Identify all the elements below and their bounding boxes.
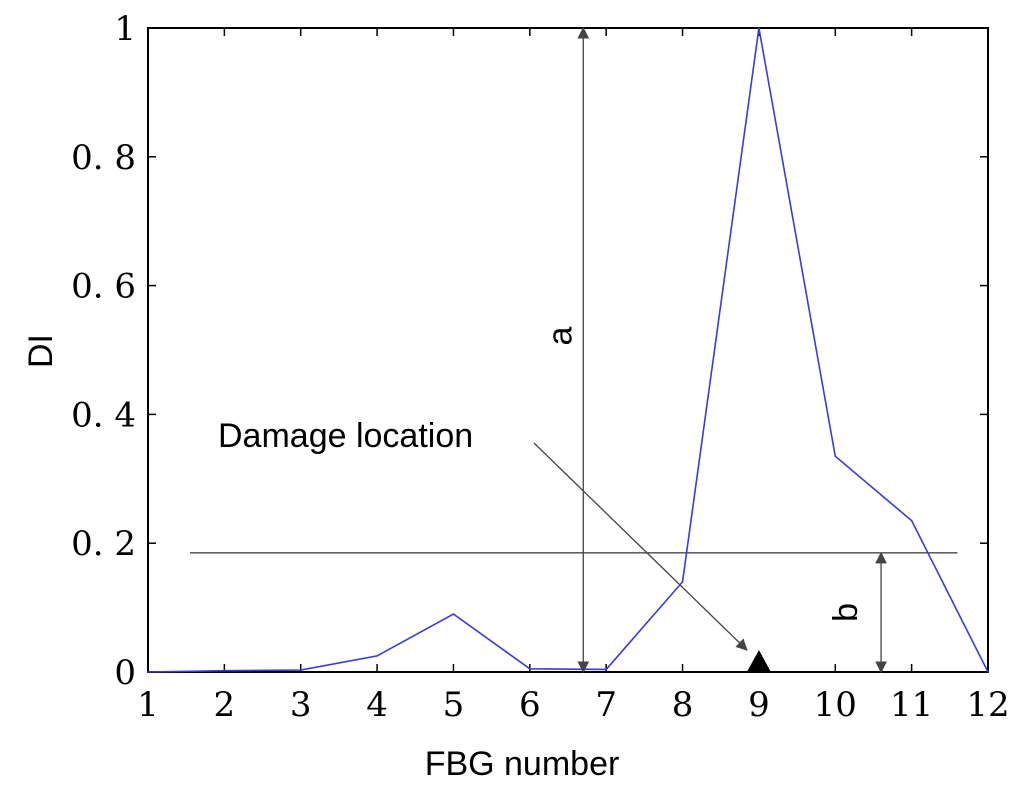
y-tick-label: 0. 6 (71, 267, 136, 307)
x-axis-ticks: 1 2 3 4 5 6 7 8 9 10 11 12 (137, 28, 1010, 725)
series-line-di (147, 27, 989, 673)
data-point (376, 655, 378, 657)
data-point (987, 671, 989, 673)
y-tick-label: 0. 2 (71, 524, 136, 564)
annotation-a-label: a (541, 326, 579, 345)
x-tick-label: 5 (443, 685, 465, 725)
x-tick-label: 7 (595, 685, 617, 725)
x-tick-label: 1 (137, 685, 159, 725)
series-points (147, 27, 989, 673)
data-point (223, 669, 226, 672)
data-point (147, 671, 149, 673)
data-point (834, 455, 837, 458)
annotation-b-label: b (827, 603, 865, 622)
data-point (529, 667, 531, 670)
data-point (452, 613, 455, 615)
data-point (758, 27, 760, 29)
y-axis-title: DI (22, 334, 60, 368)
y-tick-label: 0. 4 (71, 395, 136, 435)
x-tick-label: 2 (214, 685, 236, 725)
x-tick-label: 6 (519, 685, 541, 725)
y-tick-label: 1 (114, 9, 136, 49)
y-tick-label: 0 (114, 653, 136, 693)
damage-location-marker (746, 650, 771, 672)
x-tick-label: 12 (966, 685, 1009, 725)
data-point (681, 581, 684, 583)
plot-frame (147, 27, 989, 673)
y-tick-label: 0. 8 (71, 138, 136, 178)
data-point (910, 519, 913, 522)
x-tick-label: 8 (672, 685, 694, 725)
x-tick-label: 10 (814, 685, 857, 725)
y-axis-ticks: 0 0. 2 0. 4 0. 6 0. 8 1 (71, 9, 988, 693)
damage-location-arrow (533, 442, 748, 651)
data-point (605, 668, 607, 671)
x-tick-label: 4 (366, 685, 388, 725)
x-axis-title: FBG number (425, 745, 620, 783)
x-tick-label: 9 (748, 685, 770, 725)
damage-location-label: Damage location (218, 417, 473, 455)
x-tick-label: 3 (290, 685, 312, 725)
x-tick-label: 11 (890, 685, 933, 725)
data-point (299, 669, 302, 671)
